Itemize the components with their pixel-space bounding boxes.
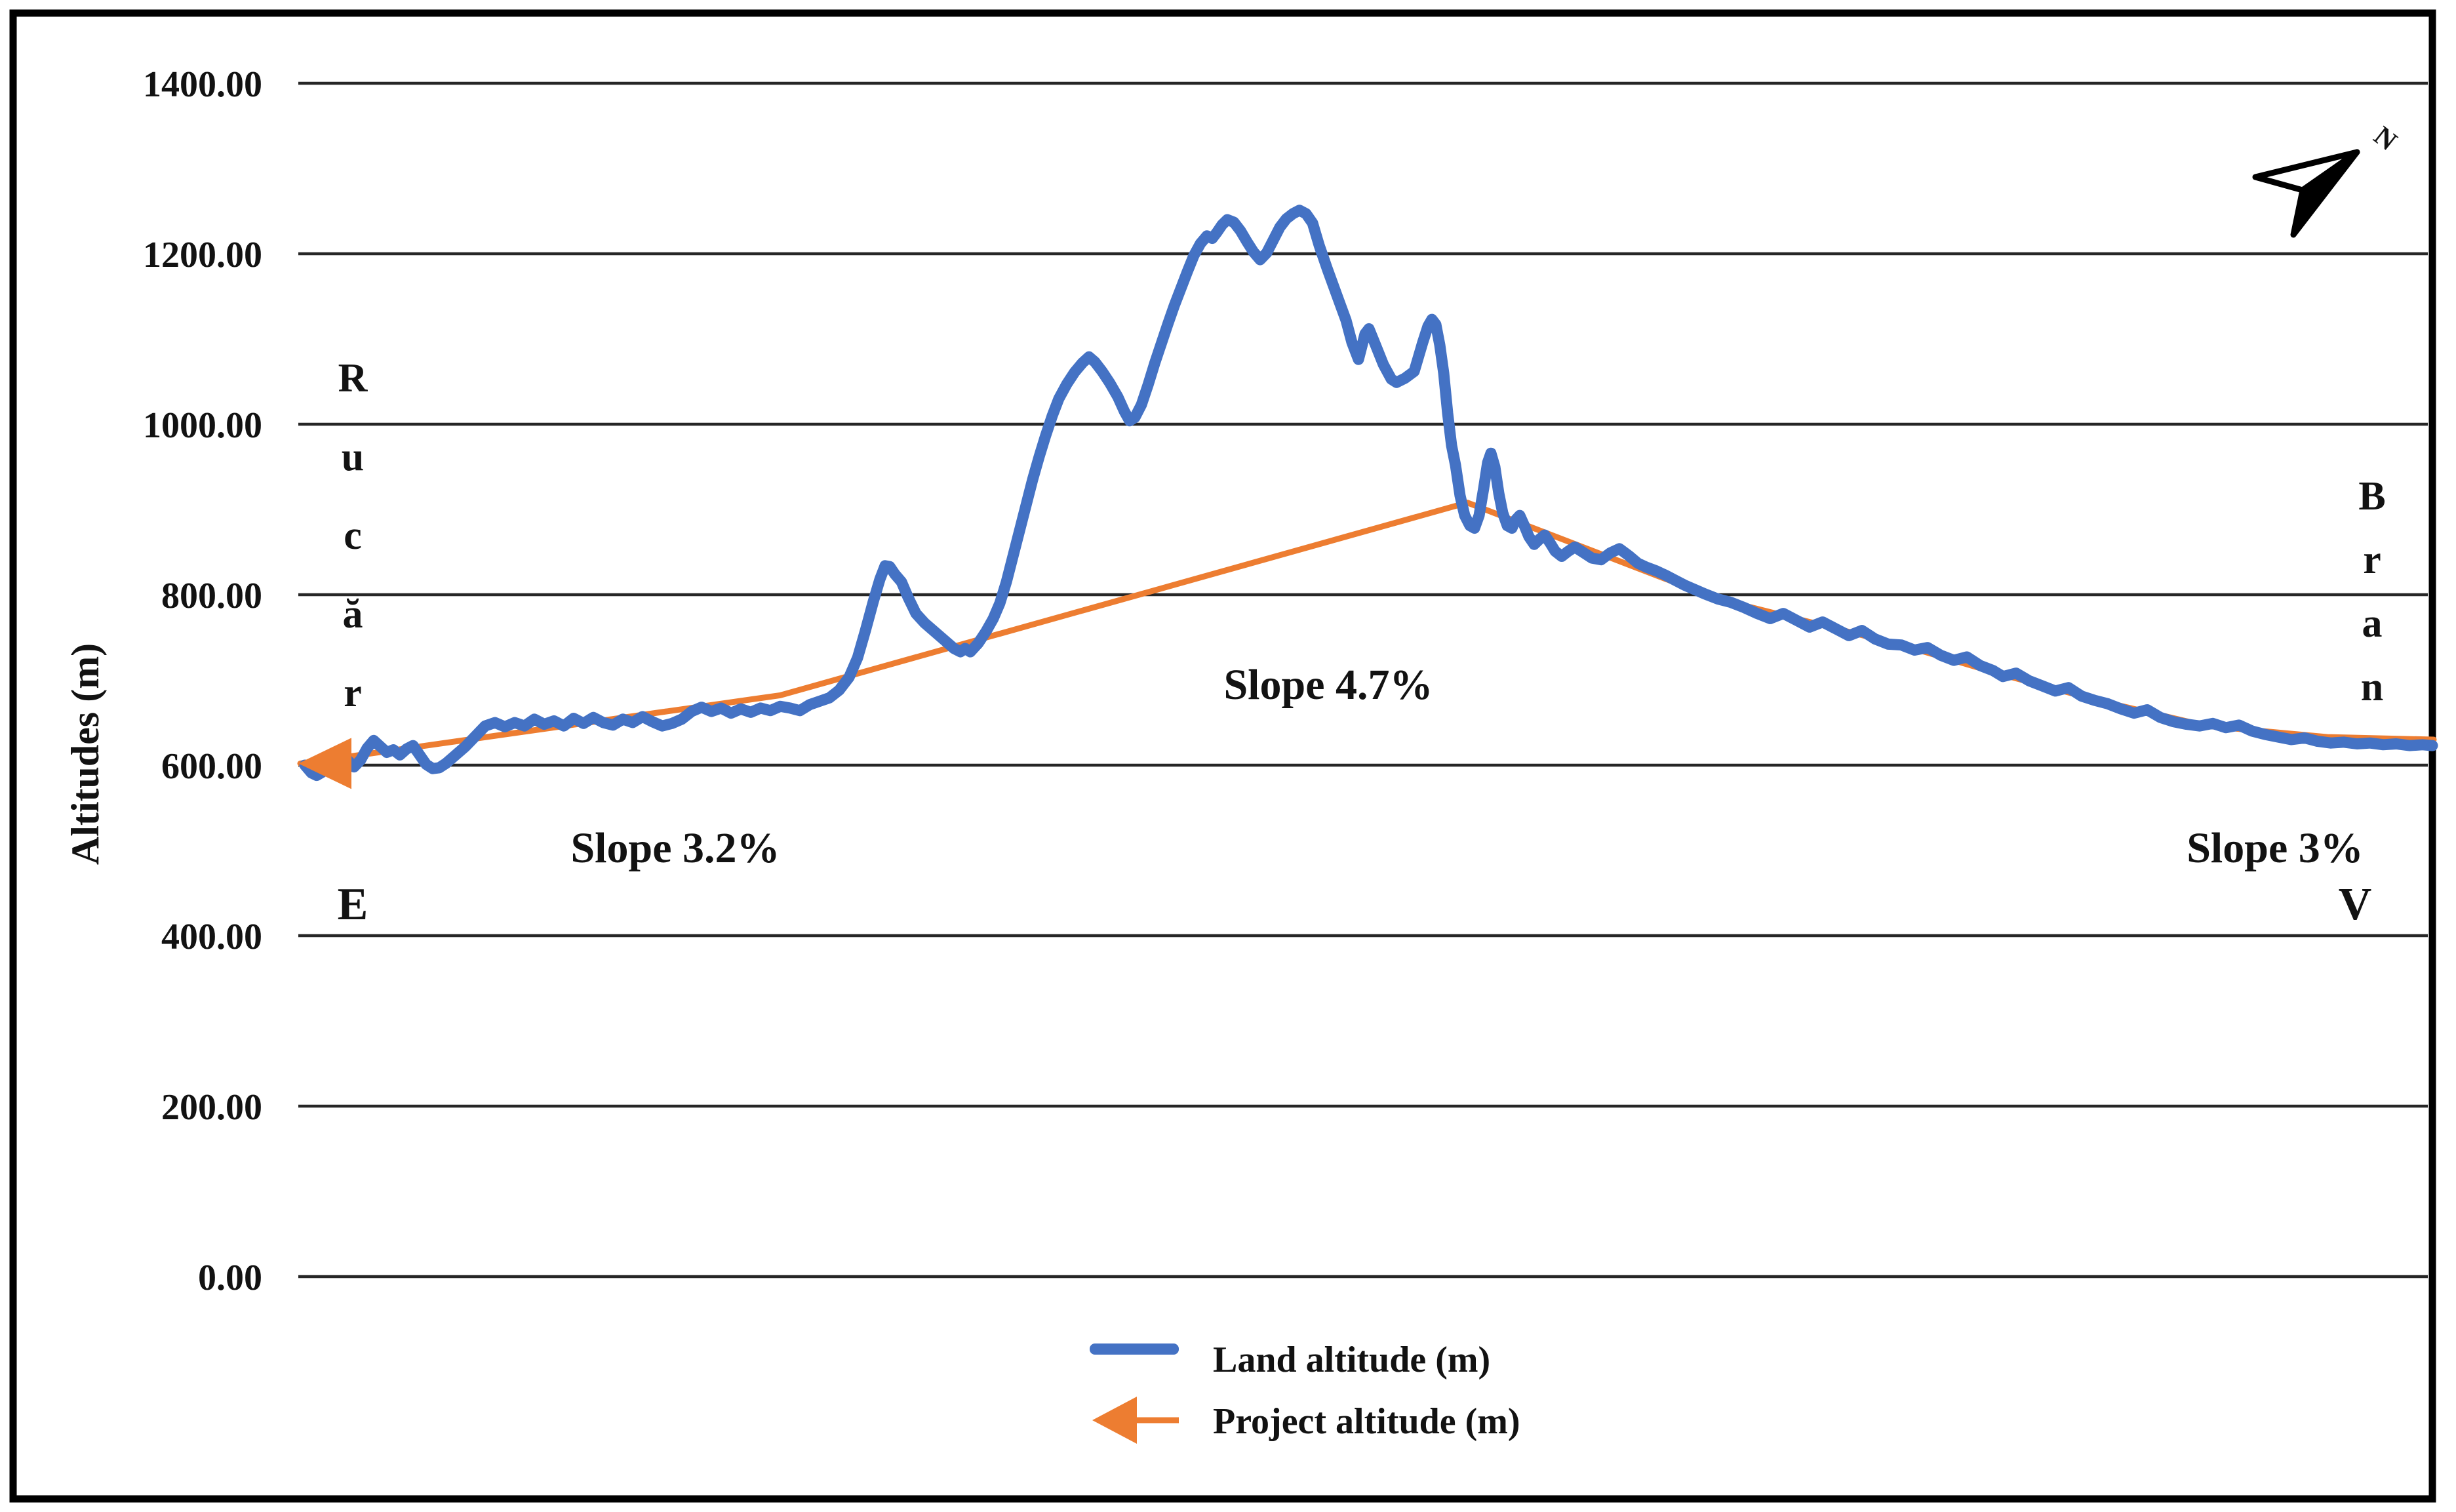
y-axis-title: Altitudes (m) (64, 643, 107, 865)
land-altitude-line (299, 205, 2438, 782)
right-end-letter-V: V (2339, 879, 2372, 930)
rucar-letter-2: u (342, 435, 364, 479)
left-end-letter-E: E (338, 879, 368, 930)
chart-legend: Land altitude (m) Project altitude (m) (1090, 1340, 1520, 1444)
rucar-letter-3: c (344, 513, 362, 558)
bran-letter-1: B (2358, 474, 2385, 519)
y-tick-label-1200: 1200.00 (143, 235, 262, 275)
chart-frame-border (9, 9, 2436, 1503)
y-tick-label-1000: 1000.00 (143, 405, 262, 446)
legend-project-label: Project altitude (m) (1213, 1401, 1520, 1442)
y-tick-label-400: 400.00 (161, 917, 262, 957)
slope-annotations-group: Slope 3.2% Slope 4.7% Slope 3% (570, 661, 2363, 872)
slope-right-label: Slope 3% (2187, 824, 2364, 872)
bran-letter-4: n (2361, 665, 2383, 709)
rucar-letter-1: R (338, 356, 368, 401)
y-tick-label-800: 800.00 (161, 576, 262, 616)
project-line-arrowhead-icon (298, 738, 351, 789)
legend-project-arrow-icon (1092, 1397, 1137, 1444)
y-tick-label-600: 600.00 (161, 746, 262, 787)
bran-letter-3: a (2362, 601, 2383, 646)
bran-letter-2: r (2363, 538, 2381, 582)
y-tick-label-1400: 1400.00 (143, 64, 262, 105)
slope-left-label: Slope 3.2% (570, 824, 780, 872)
rucar-letter-4: ă (343, 592, 363, 637)
north-arrow-icon: N (2252, 121, 2402, 238)
legend-land-label: Land altitude (m) (1213, 1340, 1490, 1380)
y-tick-label-200: 200.00 (161, 1087, 262, 1128)
gridlines-group (298, 81, 2428, 1279)
y-axis-tick-labels: 1400.00 1200.00 1000.00 800.00 600.00 400.00 2… (143, 64, 262, 1298)
slope-middle-label: Slope 4.7% (1223, 661, 1433, 709)
north-arrow-lower-wing (2290, 149, 2360, 238)
rucar-letter-5: r (344, 671, 362, 715)
y-tick-label-0: 0.00 (198, 1258, 262, 1298)
legend-land-swatch-icon (1090, 1343, 1179, 1355)
